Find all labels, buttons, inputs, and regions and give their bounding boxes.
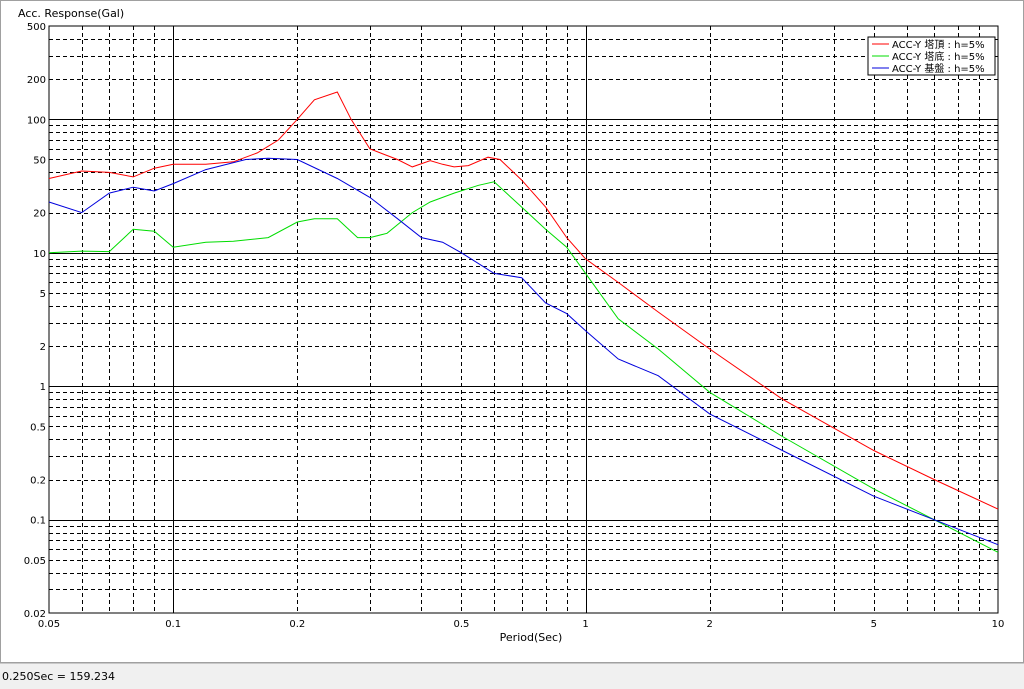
x-tick-label: 10 [992,619,1005,630]
legend: ACC-Y 塔頂 : h=5%ACC-Y 塔底 : h=5%ACC-Y 基盤 :… [867,36,996,76]
grid-layer [48,25,999,614]
series-line-2 [48,181,999,553]
y-tick-label: 0.5 [30,422,46,433]
y-tick-label: 2 [40,342,46,353]
series-line-1 [48,91,999,510]
response-spectrum-chart: 0.05 0.1 0.2 0.5 1 2 5 100.020.050.10.20.512510… [18,7,1005,644]
legend-entry-3: ACC-Y 基盤 : h=5% [892,62,985,75]
series-line-3 [48,157,999,546]
y-tick-label: 0.02 [24,609,46,620]
x-tick-label: 2 [707,619,713,630]
x-axis-title: Period(Sec) [500,631,563,644]
y-tick-label: 50 [33,155,46,166]
x-tick-label: 5 [871,619,877,630]
y-tick-label: 1 [40,382,46,393]
x-tick-label: 1 [582,619,588,630]
x-tick-label: 0.1 [165,619,181,630]
x-tick-label: 0.05 [38,619,60,630]
x-tick-label: 0.2 [289,619,305,630]
y-tick-label: 0.2 [30,476,46,487]
y-tick-label: 200 [27,75,46,86]
legend-entry-2: ACC-Y 塔底 : h=5% [892,50,985,63]
y-tick-label: 100 [27,115,46,126]
tick-label-layer: 0.05 0.1 0.2 0.5 1 2 5 100.020.050.10.20.512510… [24,22,1005,630]
y-tick-label: 20 [33,209,46,220]
y-tick-label: 10 [33,249,46,260]
x-tick-label: 0.5 [453,619,469,630]
y-tick-label: 0.1 [30,516,46,527]
y-axis-title: Acc. Response(Gal) [18,7,124,20]
legend-box [867,36,996,76]
status-bar: 0.250Sec = 159.234 [0,663,1024,689]
status-readout: 0.250Sec = 159.234 [2,670,115,683]
y-tick-label: 0.05 [24,556,46,567]
series-layer [48,91,999,553]
plot-area [48,25,999,614]
y-tick-label: 500 [27,22,46,33]
y-tick-label: 5 [40,289,46,300]
legend-entry-1: ACC-Y 塔頂 : h=5% [892,38,985,51]
